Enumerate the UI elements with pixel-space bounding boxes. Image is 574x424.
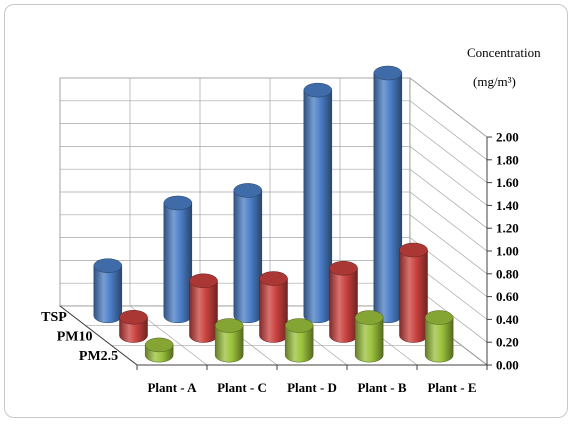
y-tick-label: 1.80 [496, 152, 519, 167]
cylinder-body [163, 202, 193, 324]
cylinder-body [259, 278, 288, 343]
series-label: PM2.5 [79, 349, 118, 364]
cylinder-top [399, 242, 428, 258]
cylinder-body [399, 249, 428, 343]
cylinder-body [303, 89, 333, 324]
x-category-label: Plant - E [427, 380, 476, 395]
x-category-label: Plant - D [287, 380, 337, 395]
cylinder-body [329, 267, 358, 343]
cylinder-body [373, 72, 403, 324]
cylinder-body [424, 317, 454, 363]
cylinder-top [259, 271, 288, 286]
cylinder-top [284, 318, 314, 333]
cylinder-top [163, 195, 193, 211]
cylinder-top [424, 310, 454, 325]
cylinder-body [284, 325, 314, 363]
gridline [60, 100, 488, 161]
x-category-label: Plant - C [217, 380, 267, 395]
cylinder-top [144, 337, 174, 353]
cylinder-top [233, 183, 263, 198]
cylinder-top [373, 65, 403, 81]
y-tick-label: 0.80 [496, 266, 519, 281]
x-category-label: Plant - A [147, 380, 197, 395]
y-tick-label: 0.60 [496, 289, 519, 304]
chart-labels: 0.00 0.20 0.40 0.60 0.80 1.00 1.20 1.40 1.60 1.80… [41, 45, 541, 395]
cylinder-body [214, 325, 244, 363]
y-tick-label: 0.00 [496, 358, 519, 373]
cylinder-top [119, 310, 148, 325]
y-axis-title: Concentration [467, 45, 541, 60]
cylinder-top [214, 318, 244, 333]
cylinder-body [189, 280, 218, 343]
chart-bars [93, 65, 454, 363]
gridline [60, 168, 488, 229]
gridline [60, 77, 488, 138]
gridline [60, 191, 488, 252]
gridline [60, 146, 488, 206]
y-tick-label: 1.00 [496, 244, 519, 259]
y-tick-label: 0.40 [496, 312, 519, 327]
cylinder-top [93, 258, 123, 273]
y-tick-label: 2.00 [496, 130, 519, 145]
y-axis-unit: (mg/m³) [473, 74, 516, 89]
gridline [60, 123, 488, 183]
depth-axis-line [59, 305, 138, 366]
y-tick-label: 1.20 [496, 221, 519, 236]
cylinder-top [354, 310, 384, 325]
y-tick-label: 0.20 [496, 335, 519, 350]
cylinder-body [93, 265, 123, 324]
cylinder-top [329, 260, 358, 276]
y-tick-label: 1.60 [496, 175, 519, 190]
series-label: PM10 [57, 330, 93, 345]
cylinder-body [233, 190, 263, 324]
series-label: TSP [41, 310, 67, 325]
cylinder-top [189, 273, 218, 289]
y-tick-label: 1.40 [496, 198, 519, 213]
cylinder-body [354, 317, 384, 363]
x-category-label: Plant - B [357, 380, 406, 395]
cylinder-top [303, 82, 333, 98]
